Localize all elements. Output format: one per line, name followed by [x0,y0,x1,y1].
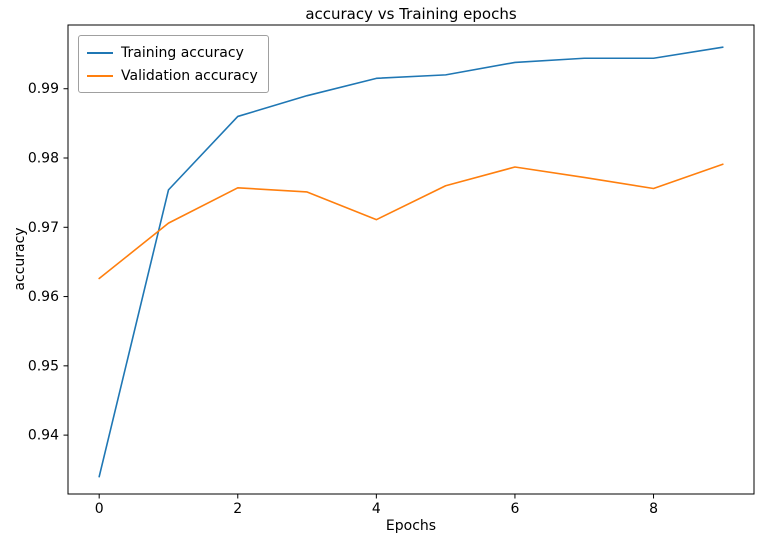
x-tick-label: 4 [372,501,381,517]
series-line-1 [98,163,724,280]
x-axis-label: Epochs [385,518,437,534]
x-tick-label: 6 [510,501,519,517]
legend-label-training-accuracy: Training accuracy [121,44,244,61]
x-tick-label: 0 [95,501,104,517]
chart-title: accuracy vs Training epochs [305,5,517,23]
legend: Training accuracy Validation accuracy [78,35,269,93]
legend-item-training-accuracy: Training accuracy [87,41,258,64]
plot-border [67,24,755,495]
y-tick-label: 0.99 [28,81,59,97]
training-accuracy-line-swatch [87,51,113,54]
x-tick-label: 8 [649,501,658,517]
legend-item-validation-accuracy: Validation accuracy [87,64,258,87]
y-tick-label: 0.94 [28,428,59,444]
y-tick-label: 0.95 [28,358,59,374]
series-line-0 [98,46,724,478]
legend-label-validation-accuracy: Validation accuracy [121,67,258,84]
y-tick-label: 0.96 [28,289,59,305]
x-tick-label: 2 [233,501,242,517]
y-tick-label: 0.97 [28,220,59,236]
validation-accuracy-line-swatch [87,74,113,77]
y-tick-label: 0.98 [28,151,59,167]
